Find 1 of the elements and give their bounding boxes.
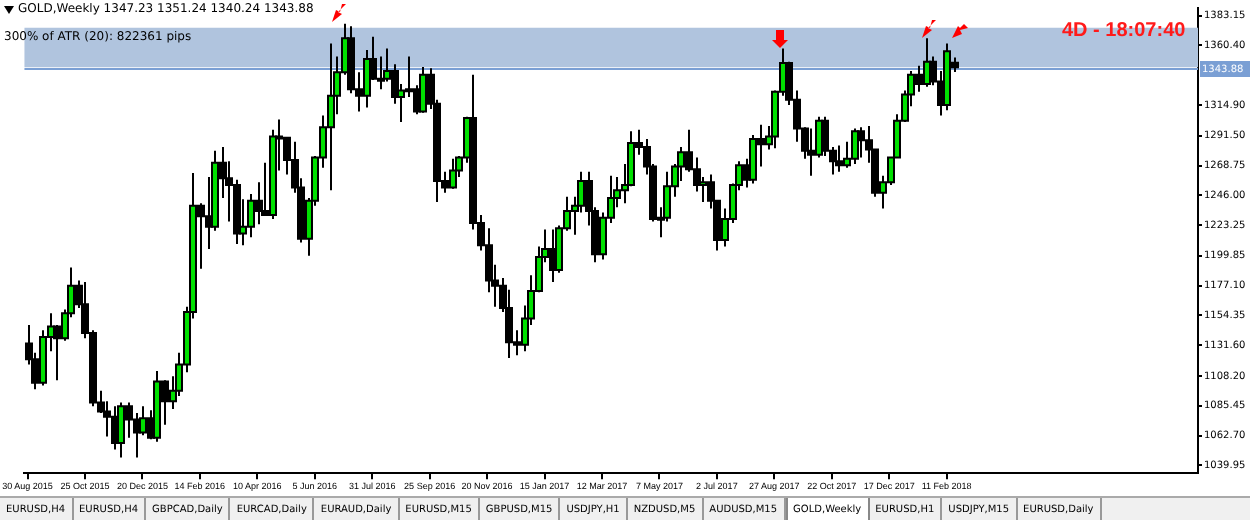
annotation: 4D - 18:07:40 <box>1062 20 1186 42</box>
